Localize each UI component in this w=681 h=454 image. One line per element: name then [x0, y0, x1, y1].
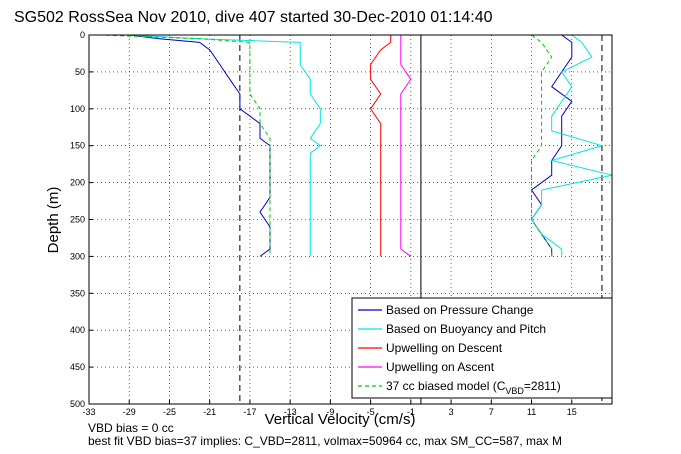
- series-4-descent-line: [99, 34, 271, 257]
- series-group: [99, 34, 613, 257]
- y-tick-label: 50: [75, 67, 85, 77]
- y-tick-label: 500: [70, 399, 85, 409]
- y-tick-label: 100: [70, 104, 85, 114]
- y-tick-label: 450: [70, 362, 85, 372]
- y-tick-label: 0: [80, 30, 85, 40]
- legend-label: Based on Buoyancy and Pitch: [386, 322, 546, 336]
- x-axis-label: Vertical Velocity (cm/s): [265, 411, 416, 428]
- x-tick-label: -17: [243, 407, 256, 417]
- footnote-bestfit: best fit VBD bias=37 implies: C_VBD=2811…: [88, 434, 562, 448]
- legend-label: Based on Pressure Change: [386, 303, 534, 317]
- y-tick-label: 150: [70, 141, 85, 151]
- x-tick-label: -5: [367, 407, 375, 417]
- x-tick-label: 15: [567, 407, 577, 417]
- x-tick-label: -21: [203, 407, 216, 417]
- x-tick-label: -29: [123, 407, 136, 417]
- x-axis: -33 -29 -25 -21 -17 -13 -9 -5 -1 3 7 11 15: [82, 400, 577, 417]
- series-2-line: [369, 35, 392, 257]
- legend-label: 37 cc biased model (CVBD=2811): [386, 379, 561, 396]
- legend-box: [351, 297, 613, 399]
- legend-label: Upwelling on Descent: [386, 341, 503, 355]
- x-tick-label: -9: [326, 407, 334, 417]
- x-tick-label: -33: [82, 407, 95, 417]
- y-tick-label: 300: [70, 251, 85, 261]
- y-tick-label: 350: [70, 288, 85, 298]
- footnote-bias: VBD bias = 0 cc: [88, 421, 174, 435]
- y-tick-label: 200: [70, 178, 85, 188]
- series-4-ascent-line: [531, 34, 553, 257]
- x-tick-label: 11: [527, 407, 536, 417]
- y-tick-label: 250: [70, 215, 85, 225]
- series-3-line: [400, 35, 412, 257]
- legend: Based on Pressure Change Based on Buoyanc…: [351, 297, 613, 399]
- legend-label: Upwelling on Ascent: [386, 360, 495, 374]
- x-tick-label: -25: [163, 407, 176, 417]
- x-tick-label: -13: [284, 407, 297, 417]
- x-tick-label: 7: [489, 407, 494, 417]
- y-tick-label: 400: [70, 325, 85, 335]
- x-tick-label: -1: [407, 407, 415, 417]
- series-1-descent-line: [129, 34, 322, 257]
- series-0-descent-line: [129, 34, 271, 257]
- chart-title: SG502 RossSea Nov 2010, dive 407 started…: [14, 9, 493, 26]
- y-axis-label: Depth (m): [45, 187, 62, 254]
- x-tick-label: 3: [449, 407, 454, 417]
- y-axis: 0 50 100 150 200 250 300 350 400 450 500: [70, 30, 93, 409]
